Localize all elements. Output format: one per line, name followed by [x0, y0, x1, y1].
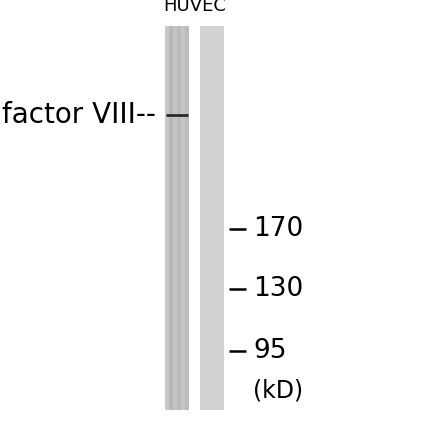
Bar — [165, 26, 189, 410]
Bar — [165, 26, 169, 410]
Bar — [200, 26, 224, 410]
Text: 170: 170 — [253, 217, 303, 242]
Bar — [177, 26, 181, 410]
Bar — [185, 26, 189, 410]
Bar — [169, 26, 173, 410]
Text: HUVEC: HUVEC — [163, 0, 226, 15]
Text: 95: 95 — [253, 338, 286, 363]
Bar — [173, 26, 177, 410]
Text: factor VIII--: factor VIII-- — [2, 101, 156, 129]
Bar — [181, 26, 185, 410]
Text: (kD): (kD) — [253, 378, 303, 402]
Text: 130: 130 — [253, 276, 303, 302]
Bar — [189, 26, 200, 410]
